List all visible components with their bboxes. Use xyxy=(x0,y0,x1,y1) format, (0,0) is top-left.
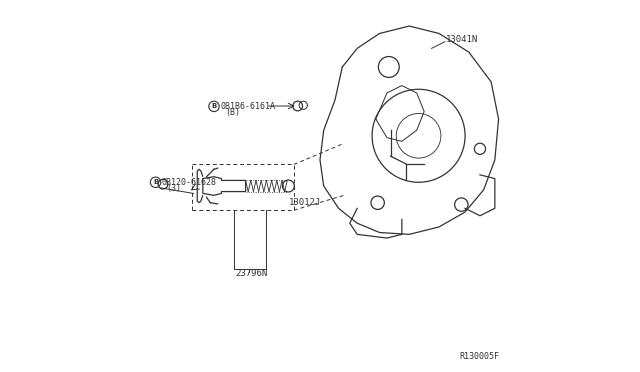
Text: 13041N: 13041N xyxy=(445,35,478,44)
Text: B: B xyxy=(153,179,158,185)
Text: 0B120-61628: 0B120-61628 xyxy=(162,178,217,187)
Text: 23796N: 23796N xyxy=(235,269,268,278)
Text: R130005F: R130005F xyxy=(460,352,499,361)
Text: B: B xyxy=(211,103,216,109)
Text: (3): (3) xyxy=(166,184,181,193)
Text: (B): (B) xyxy=(225,108,240,117)
Text: 13012J: 13012J xyxy=(289,198,321,207)
Text: 0B1B6-6161A: 0B1B6-6161A xyxy=(220,102,275,111)
